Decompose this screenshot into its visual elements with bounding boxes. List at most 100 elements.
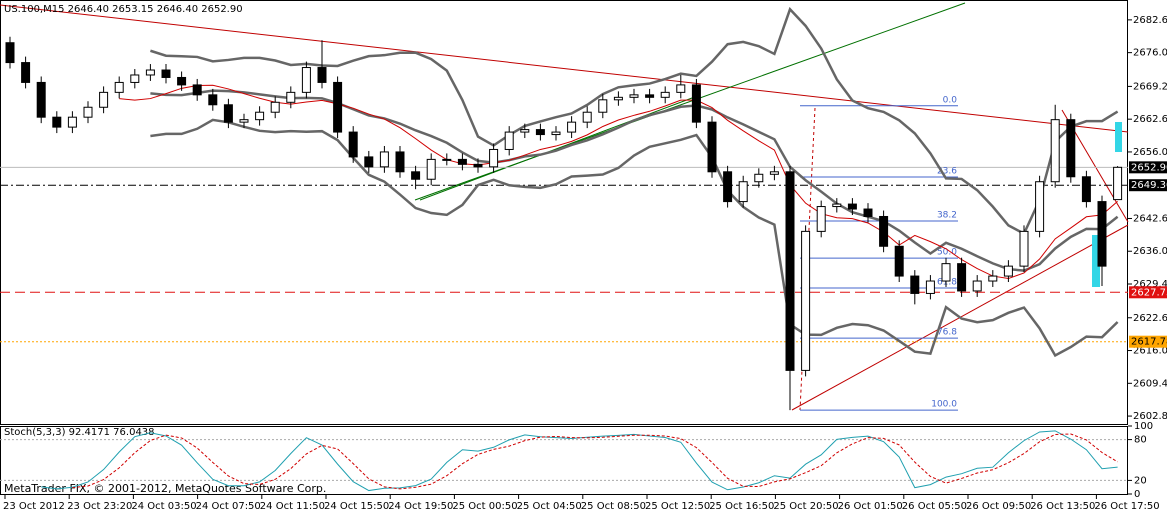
candle-body bbox=[613, 96, 623, 101]
candle-body bbox=[5, 42, 15, 64]
candle-body bbox=[145, 69, 155, 76]
level-label: 2649.30 bbox=[1131, 180, 1167, 191]
candle-body bbox=[21, 62, 31, 83]
candle-body bbox=[1113, 166, 1123, 201]
level-label-bg bbox=[1129, 286, 1167, 299]
level-label-bg bbox=[1129, 335, 1167, 348]
candle-body bbox=[769, 171, 779, 175]
y-tick-label: 2656.00 bbox=[1133, 147, 1167, 158]
candle-body bbox=[879, 215, 889, 247]
fib-label: 23.6 bbox=[937, 166, 957, 176]
candle-body bbox=[99, 91, 109, 108]
candle-body bbox=[317, 67, 327, 83]
candle-body bbox=[520, 129, 530, 133]
x-tick-label: 25 Oct 04:50 bbox=[517, 501, 582, 512]
x-tick-label: 25 Oct 12:50 bbox=[645, 501, 710, 512]
candle-body bbox=[114, 81, 124, 93]
level-label: 2652.90 bbox=[1131, 162, 1167, 173]
x-tick-label: 25 Oct 08:50 bbox=[581, 501, 646, 512]
y-tick-label: 2616.00 bbox=[1133, 346, 1167, 357]
candle-body bbox=[1035, 181, 1045, 232]
candle-body bbox=[941, 263, 951, 282]
candle-body bbox=[426, 158, 436, 180]
candle-body bbox=[1081, 176, 1091, 203]
stoch-frame bbox=[0, 426, 1128, 495]
candle-body bbox=[754, 173, 764, 183]
candle-body bbox=[395, 151, 405, 173]
fib-label: 61.8 bbox=[937, 277, 957, 287]
candle-body bbox=[676, 84, 686, 93]
candle-body bbox=[161, 69, 171, 78]
candle-body bbox=[801, 230, 811, 371]
candle-body bbox=[348, 131, 358, 158]
candle-body bbox=[816, 206, 826, 232]
candle-body bbox=[1066, 119, 1076, 178]
candle-body bbox=[489, 148, 499, 168]
y-tick-label: 2642.60 bbox=[1133, 213, 1167, 224]
candle-body bbox=[83, 106, 93, 118]
candle-body bbox=[504, 131, 514, 150]
x-tick-label: 25 Oct 00:50 bbox=[452, 501, 517, 512]
x-tick-label: 26 Oct 01:50 bbox=[838, 501, 903, 512]
candle-body bbox=[1097, 201, 1107, 267]
candle-body bbox=[629, 94, 639, 98]
bollinger-band bbox=[150, 6, 1119, 236]
y-tick-label: 2669.20 bbox=[1133, 81, 1167, 92]
y-tick-label: 2682.60 bbox=[1133, 15, 1167, 26]
x-tick-label: 25 Oct 16:50 bbox=[709, 501, 774, 512]
candle-body bbox=[67, 116, 77, 128]
highlight-box bbox=[1115, 122, 1122, 152]
candle-body bbox=[894, 245, 904, 277]
x-tick-label: 25 Oct 20:50 bbox=[773, 501, 838, 512]
stoch-tick-label: 100 bbox=[1134, 421, 1153, 432]
candle-body bbox=[130, 74, 140, 83]
x-tick-label: 24 Oct 19:50 bbox=[388, 501, 453, 512]
y-tick-label: 2602.80 bbox=[1133, 411, 1167, 422]
stoch-signal bbox=[72, 433, 1118, 490]
stoch-title: Stoch(5,3,3) 92.4171 76.0438 bbox=[4, 427, 155, 438]
moving-average bbox=[119, 84, 1118, 280]
stoch-tick-label: 0 bbox=[1134, 489, 1140, 500]
candle-body bbox=[411, 171, 421, 180]
candle-body bbox=[1050, 119, 1060, 183]
stoch-tick-label: 80 bbox=[1134, 435, 1147, 446]
main-frame bbox=[0, 0, 1128, 425]
x-tick-label: 23 Oct 2012 bbox=[3, 501, 65, 512]
candle-body bbox=[208, 94, 218, 106]
candle-body bbox=[707, 121, 717, 173]
candle-body bbox=[972, 280, 982, 292]
bollinger-band bbox=[150, 118, 1119, 358]
y-tick-label: 2636.00 bbox=[1133, 246, 1167, 257]
candle-body bbox=[660, 91, 670, 98]
candle-body bbox=[442, 158, 452, 161]
candle-body bbox=[364, 156, 374, 168]
x-tick-label: 24 Oct 15:50 bbox=[324, 501, 389, 512]
y-tick-label: 2676.00 bbox=[1133, 48, 1167, 59]
chart-title: US.100,M15 2646.40 2653.15 2646.40 2652.… bbox=[4, 4, 243, 15]
candle-body bbox=[270, 101, 280, 113]
candle-body bbox=[333, 81, 343, 133]
y-tick-label: 2622.60 bbox=[1133, 313, 1167, 324]
candle-body bbox=[36, 81, 46, 118]
x-tick-label: 26 Oct 09:50 bbox=[966, 501, 1031, 512]
fib-label: 0.0 bbox=[943, 95, 958, 105]
candle-body bbox=[1003, 265, 1013, 277]
candle-body bbox=[1019, 230, 1029, 267]
candle-body bbox=[847, 203, 857, 210]
channel-line bbox=[419, 94, 701, 201]
fib-label: 50.0 bbox=[937, 248, 957, 258]
x-tick-label: 23 Oct 23:20 bbox=[67, 501, 132, 512]
trend-line bbox=[0, 4, 1129, 133]
y-tick-label: 2629.40 bbox=[1133, 279, 1167, 290]
x-tick-label: 26 Oct 13:50 bbox=[1030, 501, 1095, 512]
x-tick-label: 26 Oct 17:50 bbox=[1094, 501, 1159, 512]
candle-body bbox=[223, 104, 233, 123]
candle-body bbox=[473, 163, 483, 168]
bollinger-band bbox=[150, 89, 1119, 272]
candle-body bbox=[567, 121, 577, 133]
candle-body bbox=[551, 131, 561, 136]
candle-body bbox=[645, 94, 655, 98]
candle-body bbox=[177, 76, 187, 86]
